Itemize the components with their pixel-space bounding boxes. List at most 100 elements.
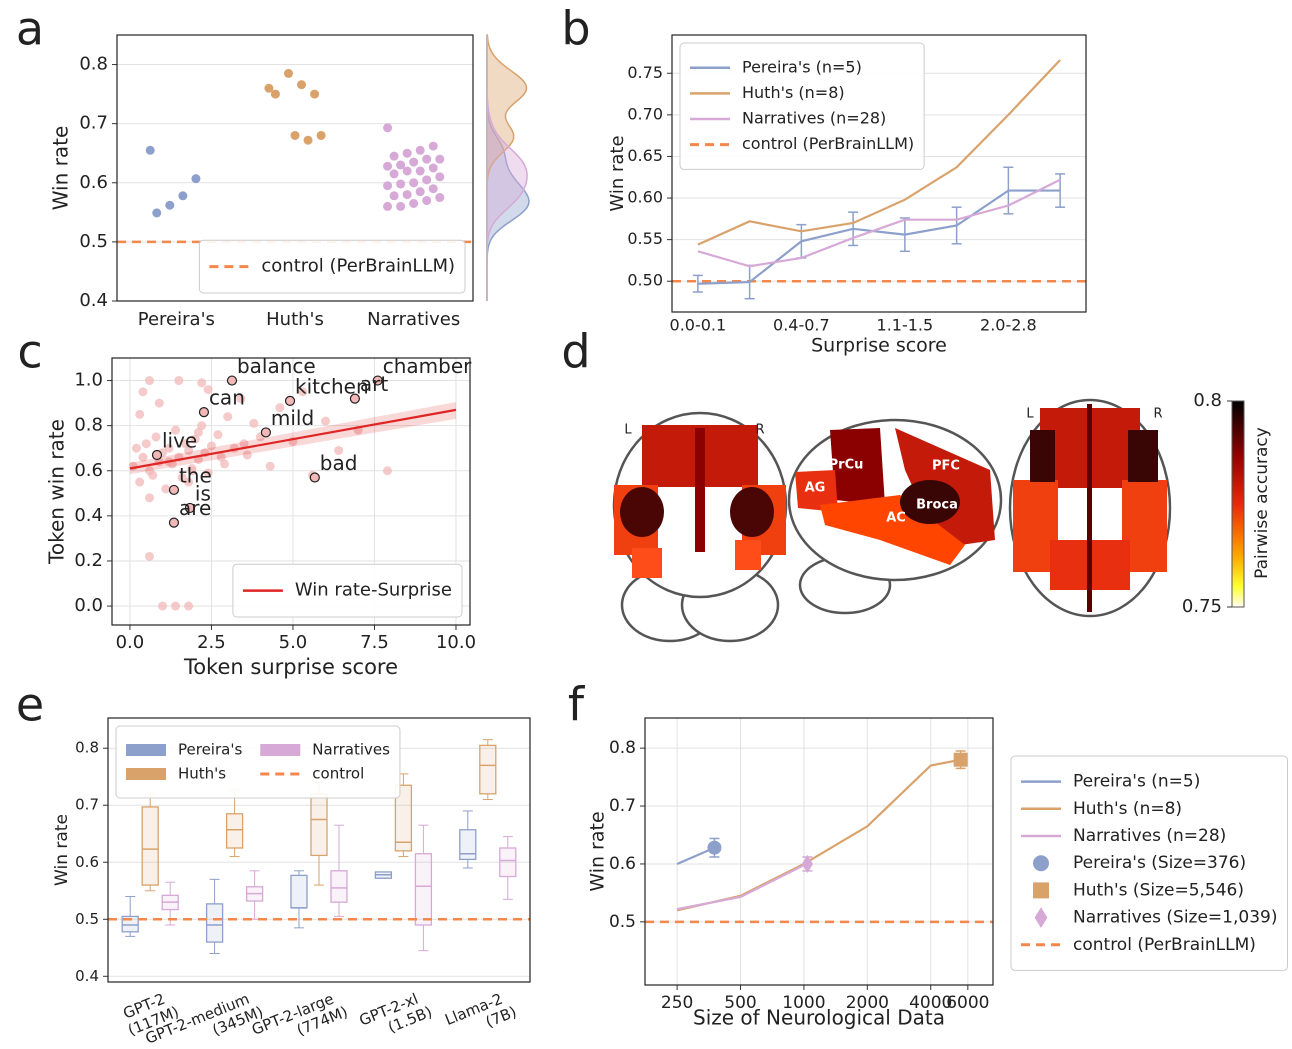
legend-symbol	[1034, 907, 1048, 928]
annotated-point	[198, 407, 210, 418]
panel-letter: b	[561, 2, 590, 56]
x-tick-label: 0.4-0.7	[773, 316, 830, 335]
legend-label: Huth's (n=8)	[742, 83, 845, 102]
marker	[707, 840, 722, 855]
colorbar-label: Pairwise accuracy	[1252, 427, 1272, 579]
point	[283, 68, 293, 78]
y-tick-label: 0.6	[75, 853, 99, 871]
point	[154, 398, 164, 408]
point	[239, 439, 249, 449]
annotated-point	[151, 449, 163, 461]
side-label: L	[624, 423, 632, 438]
x-tick-label: 6000	[946, 993, 989, 1013]
region-label: PFC	[932, 459, 960, 474]
annotated-point	[226, 375, 238, 386]
series-line	[697, 59, 1061, 246]
y-tick-label: 0.2	[74, 550, 103, 571]
point	[131, 443, 141, 453]
point	[249, 418, 259, 428]
legend-label: Huth's (Size=5,546)	[1073, 880, 1244, 900]
x-tick-label: 0.0	[116, 632, 145, 653]
point	[213, 430, 223, 440]
y-tick-label: 0.8	[609, 738, 636, 758]
panel-letter: d	[561, 325, 590, 379]
point	[428, 184, 438, 194]
legend-box	[198, 239, 466, 294]
point	[396, 179, 406, 189]
point	[415, 166, 425, 176]
x-tick-label: 2000	[846, 993, 889, 1013]
box	[499, 847, 517, 878]
y-axis-label: Win rate	[52, 814, 72, 886]
colorbar-tick-label: 0.75	[1182, 596, 1222, 617]
x-tick-label: 7.5	[360, 632, 389, 653]
colorbar-tick-label: 0.8	[1193, 390, 1222, 411]
point	[191, 174, 201, 184]
legend-label: Pereira's	[178, 741, 242, 759]
point	[383, 123, 393, 133]
y-axis-label: Win rate	[49, 126, 73, 211]
point	[171, 601, 181, 611]
annotated-point	[260, 427, 271, 438]
annotated-point	[349, 393, 361, 404]
y-tick-label: 0.50	[627, 271, 663, 290]
annotation: are	[179, 496, 211, 520]
point	[144, 493, 154, 503]
point	[402, 190, 412, 200]
point	[197, 378, 207, 388]
series-line	[697, 178, 1061, 268]
y-tick-label: 0.65	[627, 146, 663, 165]
legend: Pereira's (n=5) Huth's (n=8) Narratives (n…	[1010, 755, 1288, 971]
legend-box	[115, 725, 401, 799]
point	[138, 387, 148, 397]
point	[164, 443, 174, 453]
axes-frame	[116, 34, 474, 302]
x-tick-label: 2.5	[197, 632, 226, 653]
point	[151, 432, 161, 442]
point	[310, 89, 320, 99]
y-tick-label: 0.5	[75, 910, 99, 928]
point	[193, 427, 203, 437]
y-tick-label: 0.5	[609, 912, 636, 932]
legend-label: Narratives (n=28)	[1073, 826, 1226, 846]
point	[402, 148, 412, 158]
x-tick-label: 500	[724, 993, 756, 1013]
side-label: R	[1153, 407, 1162, 422]
panel-letter: e	[16, 678, 44, 732]
annotated-point	[372, 375, 383, 386]
side-label: L	[1026, 407, 1034, 422]
y-tick-label: 0.70	[627, 104, 663, 123]
plot-area	[645, 718, 993, 985]
y-tick-label: 0.5	[79, 231, 108, 252]
annotation: bad	[320, 451, 358, 475]
point	[396, 201, 406, 211]
box	[141, 806, 159, 886]
point	[415, 187, 425, 197]
axes-frame	[671, 34, 1087, 313]
point	[165, 200, 175, 210]
box	[394, 784, 413, 852]
x-tick-label: 0.0-0.1	[670, 316, 727, 335]
point	[180, 439, 190, 449]
legend-box	[1010, 755, 1288, 971]
y-tick-label: 0.6	[79, 172, 108, 193]
region-label: Broca	[916, 498, 958, 513]
axes-frame	[107, 717, 531, 983]
point	[138, 452, 148, 462]
point	[190, 434, 200, 444]
y-tick-label: 0.4	[74, 505, 103, 526]
point	[270, 89, 280, 99]
y-axis-label: Win rate	[587, 811, 609, 891]
point	[152, 208, 162, 218]
y-tick-label: 0.7	[609, 796, 636, 816]
x-tick-label: 2.0-2.8	[980, 316, 1037, 335]
point	[409, 178, 419, 188]
point	[145, 145, 155, 155]
point	[428, 141, 438, 151]
legend-symbol	[126, 744, 166, 756]
point	[402, 166, 412, 176]
legend-label: Narratives	[312, 741, 390, 759]
point	[275, 403, 285, 413]
annotation: can	[209, 386, 245, 410]
point	[171, 425, 181, 435]
